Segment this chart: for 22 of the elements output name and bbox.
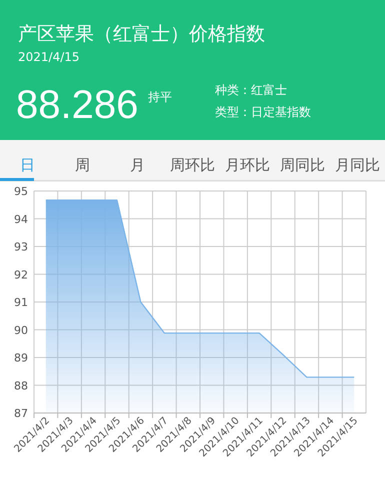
y-tick-label: 95 (14, 185, 28, 198)
text: 日 (20, 156, 35, 174)
text: 月同比 (335, 156, 380, 174)
chart-title: 产区苹果（红富士）价格指数 (18, 23, 265, 45)
y-tick-label: 87 (14, 407, 28, 420)
y-tick-label: 94 (14, 212, 28, 226)
text: 月环比 (225, 156, 270, 174)
text: 种类：红富士 (215, 83, 287, 97)
y-tick-label: 93 (14, 240, 28, 254)
text: 类型：日定基指数 (215, 105, 311, 119)
y-tick-label: 88 (14, 379, 28, 392)
y-tick-label: 91 (14, 296, 28, 309)
text: 周 (75, 156, 90, 174)
text: 周环比 (170, 156, 215, 174)
text: 周同比 (280, 156, 325, 174)
y-tick-label: 90 (14, 324, 28, 337)
text: 月 (130, 156, 145, 174)
text: 88.286 (16, 83, 138, 127)
chart-subtitle: 2021/4/15 (18, 50, 80, 64)
y-tick-label: 92 (14, 268, 28, 282)
y-tick-label: 89 (14, 352, 28, 364)
text: 持平 (148, 90, 172, 104)
